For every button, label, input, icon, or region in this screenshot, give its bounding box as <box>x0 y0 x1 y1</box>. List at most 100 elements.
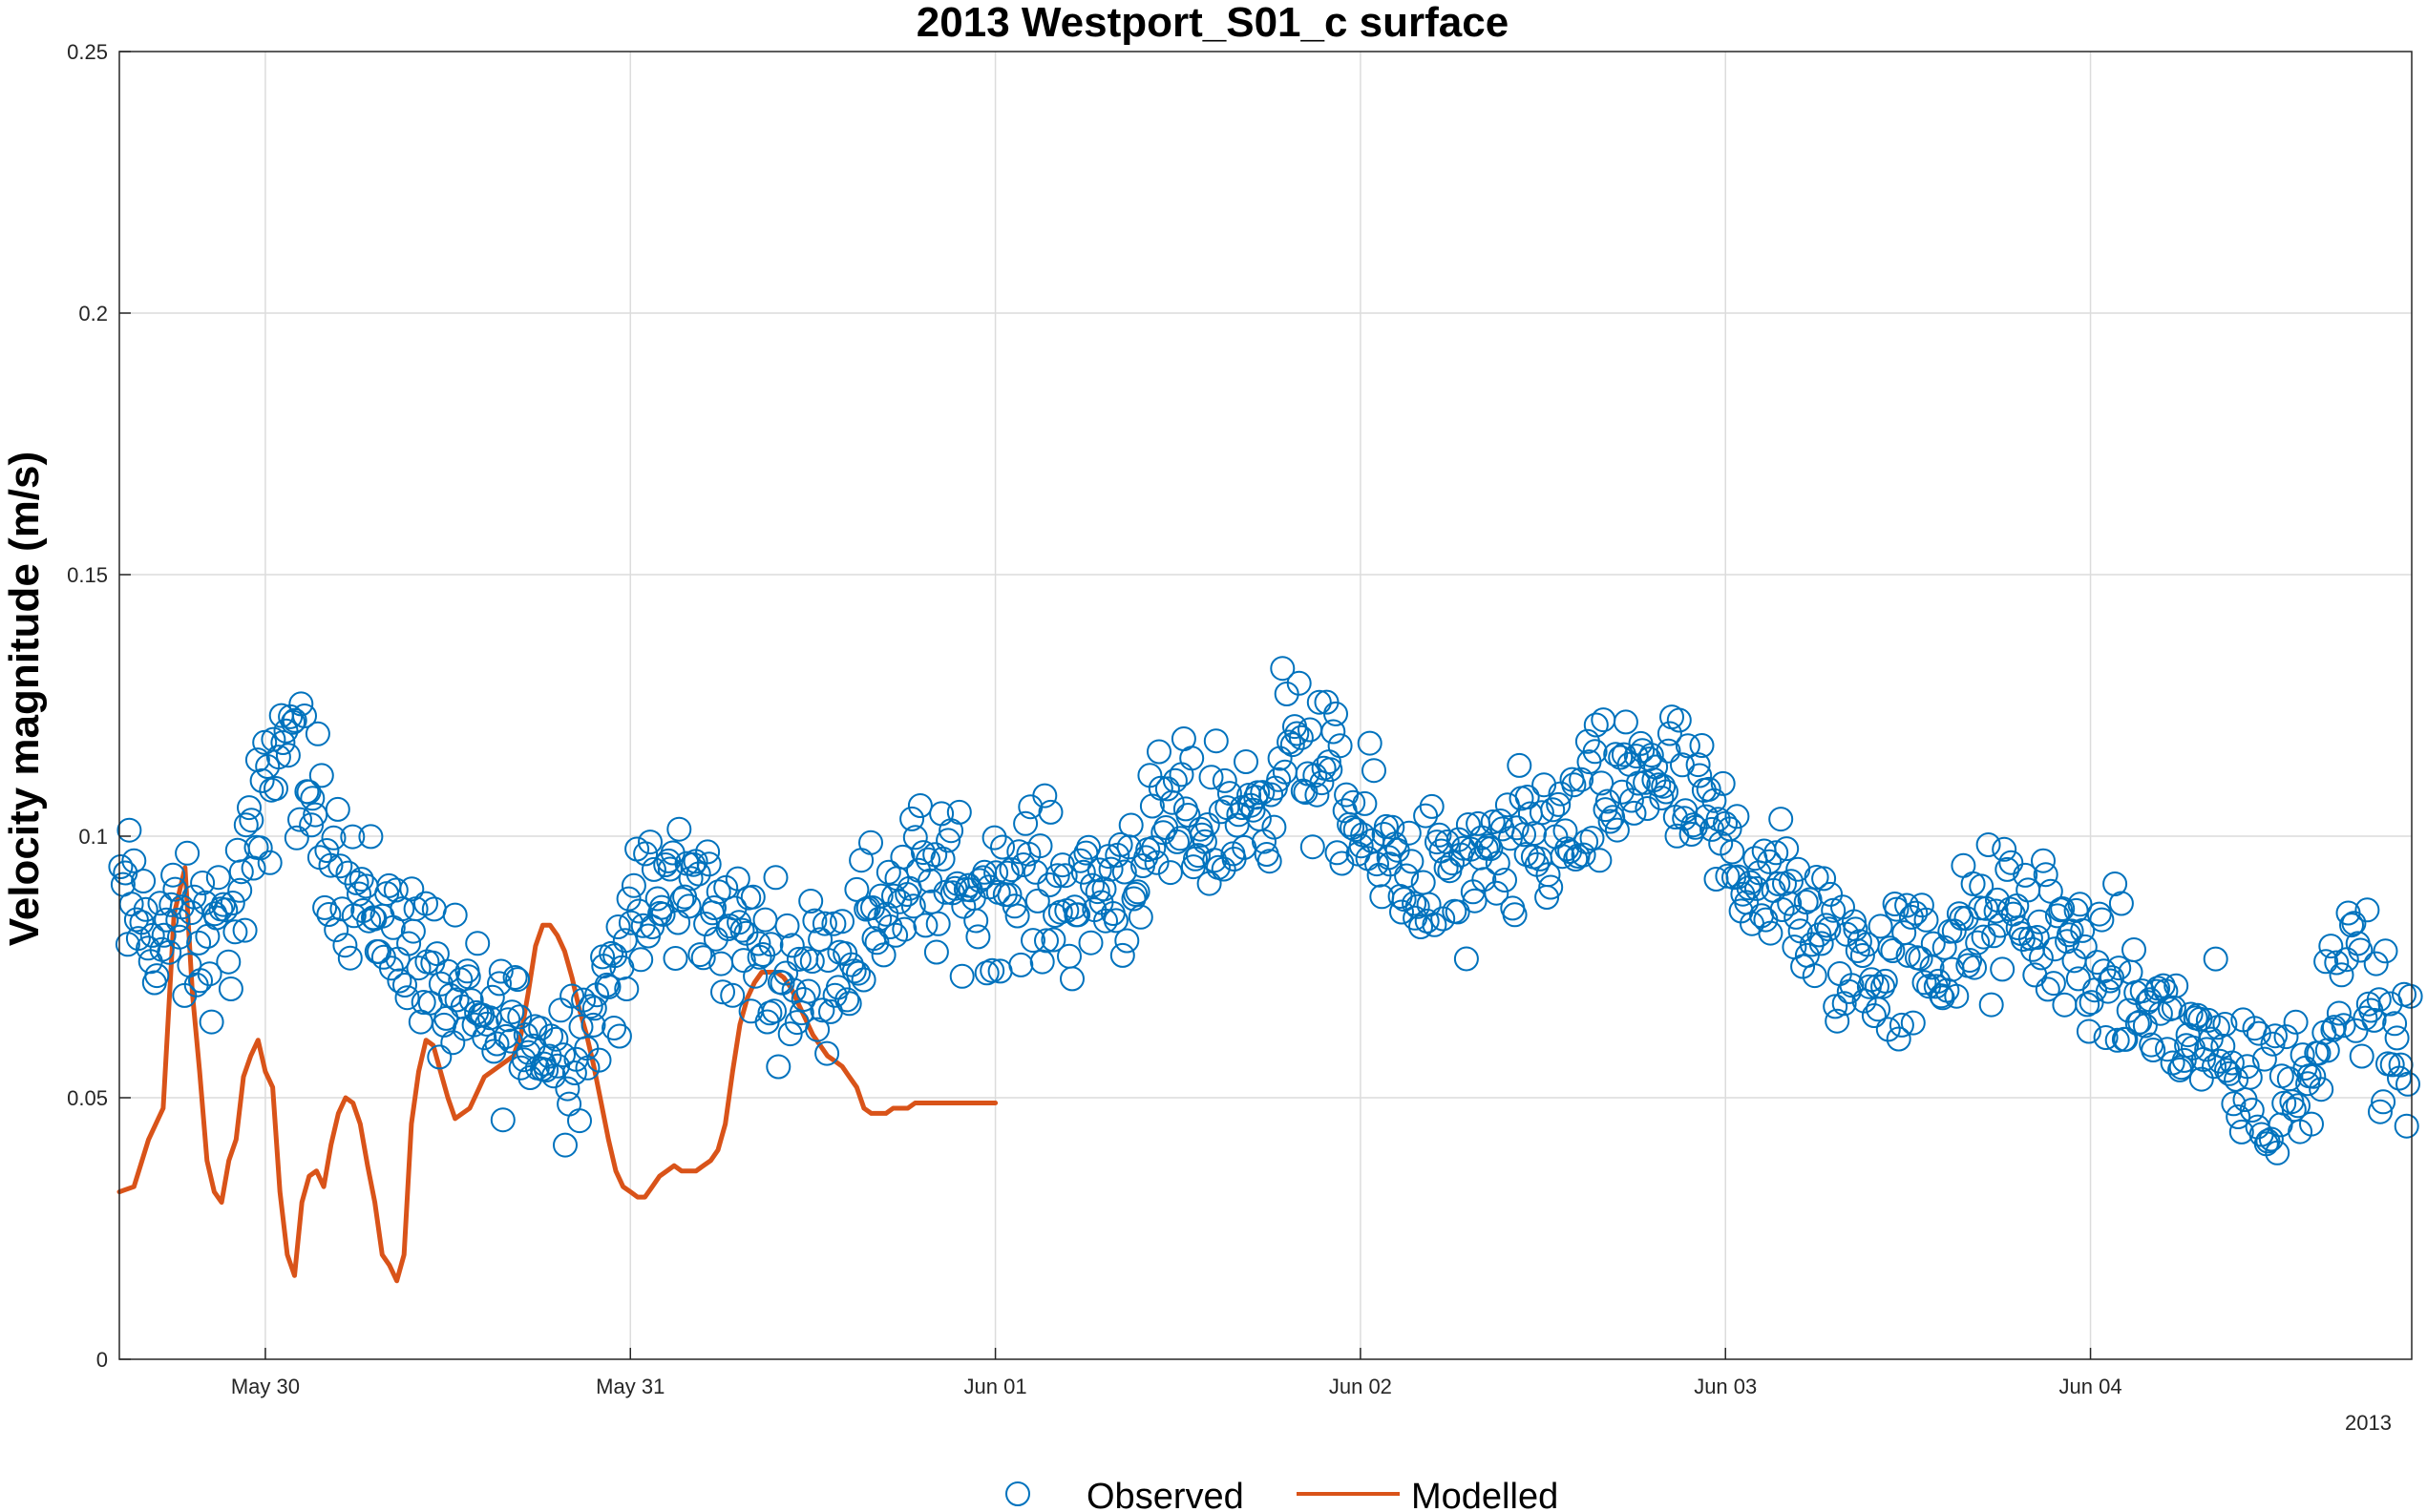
y-tick-label-1: 0.05 <box>67 1086 108 1110</box>
observed-point <box>1507 752 1532 778</box>
observed-point <box>1157 860 1183 886</box>
observed-point <box>296 779 322 805</box>
observed-point <box>877 914 903 939</box>
observed-point <box>175 840 200 866</box>
observed-point <box>981 825 1007 850</box>
observed-point <box>2050 896 2076 921</box>
observed-point <box>730 948 756 974</box>
observed-point <box>1603 742 1629 767</box>
observed-point <box>2089 907 2115 933</box>
observed-point <box>743 963 769 989</box>
observed-point <box>1211 856 1236 882</box>
observed-point <box>936 828 961 853</box>
observed-point <box>702 895 727 920</box>
observed-point <box>2283 1009 2309 1035</box>
observed-point <box>347 881 371 907</box>
observed-point <box>1571 842 1596 868</box>
observed-point <box>887 889 913 914</box>
observed-point <box>2028 945 2054 971</box>
observed-point <box>545 1053 571 1079</box>
observed-point <box>798 889 824 914</box>
observed-point <box>1909 892 1934 918</box>
observed-point <box>1419 793 1445 819</box>
observed-point <box>2098 968 2123 994</box>
observed-point <box>1538 874 1564 900</box>
observed-point <box>261 726 286 752</box>
observed-point <box>2171 1047 2197 1073</box>
observed-point <box>2035 976 2060 1002</box>
observed-point <box>1114 928 1140 954</box>
observed-point <box>1128 904 1153 930</box>
observed-point <box>1229 795 1255 820</box>
observed-point <box>411 990 436 1015</box>
observed-point <box>1258 782 1284 808</box>
observed-point <box>559 983 585 1009</box>
observed-point <box>1261 814 1287 840</box>
legend-modelled-label: Modelled <box>1411 1477 1558 1512</box>
observed-point <box>1625 770 1651 796</box>
observed-point <box>858 830 883 855</box>
chart-title: 2013 Westport_S01_c surface <box>917 0 1509 46</box>
observed-point <box>1302 763 1328 788</box>
observed-point <box>1808 931 1834 956</box>
observed-point <box>669 887 695 913</box>
observed-point <box>1978 992 2004 1018</box>
observed-point <box>1998 850 2024 875</box>
observed-point <box>1004 903 1030 929</box>
observed-point <box>1868 914 1893 939</box>
observed-point <box>538 1023 564 1049</box>
observed-point <box>131 869 157 893</box>
observed-point <box>136 935 161 961</box>
observed-point <box>1478 836 1504 861</box>
observed-point <box>1404 893 1430 919</box>
observed-point <box>2281 1097 2307 1123</box>
observed-point <box>1484 880 1509 906</box>
observed-point <box>1052 863 1078 889</box>
observed-point <box>275 743 301 768</box>
observed-point <box>1710 770 1736 796</box>
observed-point <box>913 913 939 938</box>
observed-point <box>851 967 876 993</box>
observed-point <box>1504 815 1530 841</box>
observed-point <box>1911 970 1937 996</box>
observed-point <box>2239 1098 2265 1123</box>
observed-point <box>900 893 926 919</box>
observed-point <box>1587 848 1613 873</box>
observed-point <box>757 1000 783 1026</box>
observed-point <box>1141 835 1167 861</box>
observed-point <box>399 876 425 902</box>
observed-point <box>1514 785 1540 809</box>
observed-point <box>2384 1025 2410 1051</box>
observed-point <box>2363 951 2389 976</box>
y-tick-label-2: 0.1 <box>78 825 108 849</box>
observed-point <box>1802 963 1827 989</box>
observed-point <box>318 852 344 878</box>
observed-point <box>2195 1007 2221 1033</box>
observed-point <box>1613 709 1638 735</box>
observed-point <box>1165 829 1190 854</box>
observed-point <box>154 907 179 933</box>
observed-point <box>367 939 391 964</box>
observed-point <box>1154 776 1180 802</box>
observed-point <box>1340 789 1366 815</box>
observed-point <box>690 945 716 971</box>
observed-point <box>1038 799 1064 825</box>
observed-point <box>499 999 525 1025</box>
legend-observed-marker <box>1005 1481 1030 1506</box>
observed-point <box>534 1058 559 1082</box>
observed-point <box>1774 836 1800 862</box>
observed-point <box>1994 856 2020 882</box>
observed-point <box>1361 758 1386 784</box>
observed-point <box>2072 934 2098 959</box>
observed-point <box>1618 788 1644 813</box>
observed-point <box>233 812 259 838</box>
observed-point <box>1839 973 1865 998</box>
observed-point <box>1552 818 1578 844</box>
observed-point <box>766 1054 791 1080</box>
observed-point <box>1573 829 1599 854</box>
observed-point <box>1696 776 1721 802</box>
observed-point <box>1408 914 1433 939</box>
observed-point <box>2093 1025 2119 1050</box>
observed-point <box>284 825 309 850</box>
observed-point <box>1825 1008 1850 1034</box>
